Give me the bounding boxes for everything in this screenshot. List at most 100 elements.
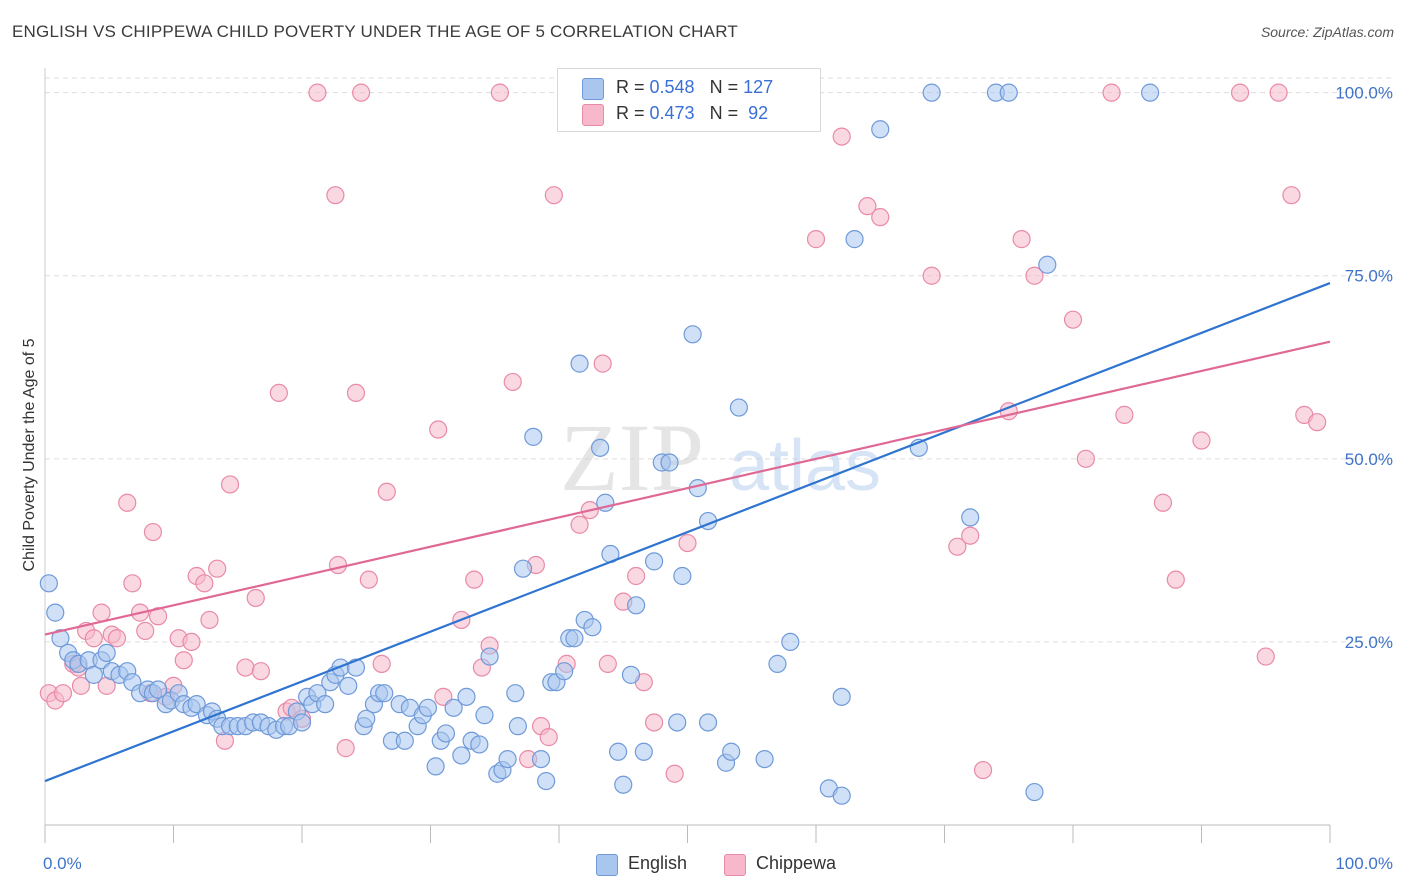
english-point [475,706,494,725]
chippewa-point [1256,647,1275,666]
legend-n-value: 92 [743,103,769,123]
english-point [570,354,589,373]
chippewa-point [539,728,558,747]
english-point [470,735,489,754]
tick-labels: 25.0% 50.0% 75.0% 100.0% 0.0% 100.0% [43,84,1393,873]
english-point [1038,255,1057,274]
chippewa-point [200,610,219,630]
chippewa-point [429,420,448,439]
english-point [506,684,525,703]
english-point [729,398,749,417]
chippewa-point [123,574,142,593]
x-tick-label: 0.0% [43,854,82,873]
bottom-legend-swatch-english [596,854,618,876]
chippewa-point [1192,431,1211,450]
chart-title: ENGLISH VS CHIPPEWA CHILD POVERTY UNDER … [12,22,738,41]
legend-swatch-chippewa [582,104,604,126]
chippewa-point [236,658,255,677]
chippewa-point [372,654,391,673]
english-point [537,771,556,791]
english-point [51,629,70,648]
english-point [961,508,980,527]
chippewa-point [644,713,664,732]
chippewa-point [92,603,111,622]
english-point [339,676,358,695]
english-point [46,603,65,622]
bottom-legend-swatch-chippewa [724,854,746,876]
chippewa-point [136,621,155,641]
watermark-zip: ZIP [560,404,704,511]
chippewa-point [182,632,201,652]
english-point [436,724,456,743]
chippewa-point [626,566,646,586]
chippewa-point [1153,493,1173,512]
legend-r-label: R = [616,103,650,123]
legend-r-label: R = [616,77,650,97]
english-point [418,698,438,717]
english-point [660,453,679,472]
english-point [626,596,646,615]
chippewa-point [53,684,73,703]
english-point [999,83,1018,102]
y-tick-label: 75.0% [1345,267,1393,286]
chippewa-point [208,559,227,578]
english-point [755,749,774,769]
chippewa-point [922,266,941,285]
english-point [609,742,628,761]
legend-n-value: 127 [743,77,774,97]
legend-n-label: N = [709,77,744,97]
english-point [555,662,574,681]
chippewa-point [246,588,265,608]
english-trend-line [44,282,1331,783]
chippewa-point [678,533,697,553]
english-point [531,749,551,769]
english-point [357,709,376,728]
chippewa-point [269,383,288,403]
chippewa-point [465,570,484,589]
source-credit: Source: ZipAtlas.com [1260,24,1394,40]
english-point [565,629,584,648]
english-point [498,749,517,769]
english-point [426,757,445,776]
chippewa-point [832,127,851,146]
chippewa-point [948,537,967,556]
english-point [375,684,394,703]
english-point [148,680,168,699]
chippewa-point [308,83,327,102]
chippewa-point [359,570,378,589]
english-point [395,731,414,750]
chippewa-point [1012,230,1031,249]
chippewa-point [1102,83,1121,102]
english-point [444,698,463,717]
chippewa-point [1063,310,1083,329]
chippewa-point [871,208,890,227]
english-point [457,687,476,706]
chippewa-point [503,372,522,392]
series-english [39,83,1160,805]
english-point [513,559,533,578]
chippewa-point [806,230,826,249]
chippewa-point [251,662,270,681]
english-point [871,120,890,139]
english-point [97,643,116,662]
english-point [722,742,741,761]
chippewa-point [1115,405,1134,424]
english-point [922,83,941,102]
chippewa-point [118,493,137,512]
english-point [292,713,312,732]
chippewa-point [71,676,91,695]
english-point [768,654,787,673]
chippewa-point [84,629,103,648]
y-tick-label: 25.0% [1345,633,1393,652]
legend-box: R = 0.548 N = 127 R = 0.473 N = 92 [557,68,821,132]
chippewa-point [1025,266,1044,285]
english-point [832,786,851,805]
chippewa-point [1230,83,1250,102]
english-point [480,647,499,666]
chippewa-point [1308,413,1327,432]
english-point [583,618,602,637]
chippewa-point [346,383,366,403]
y-tick-label: 50.0% [1345,450,1393,469]
chippewa-point [598,654,617,673]
